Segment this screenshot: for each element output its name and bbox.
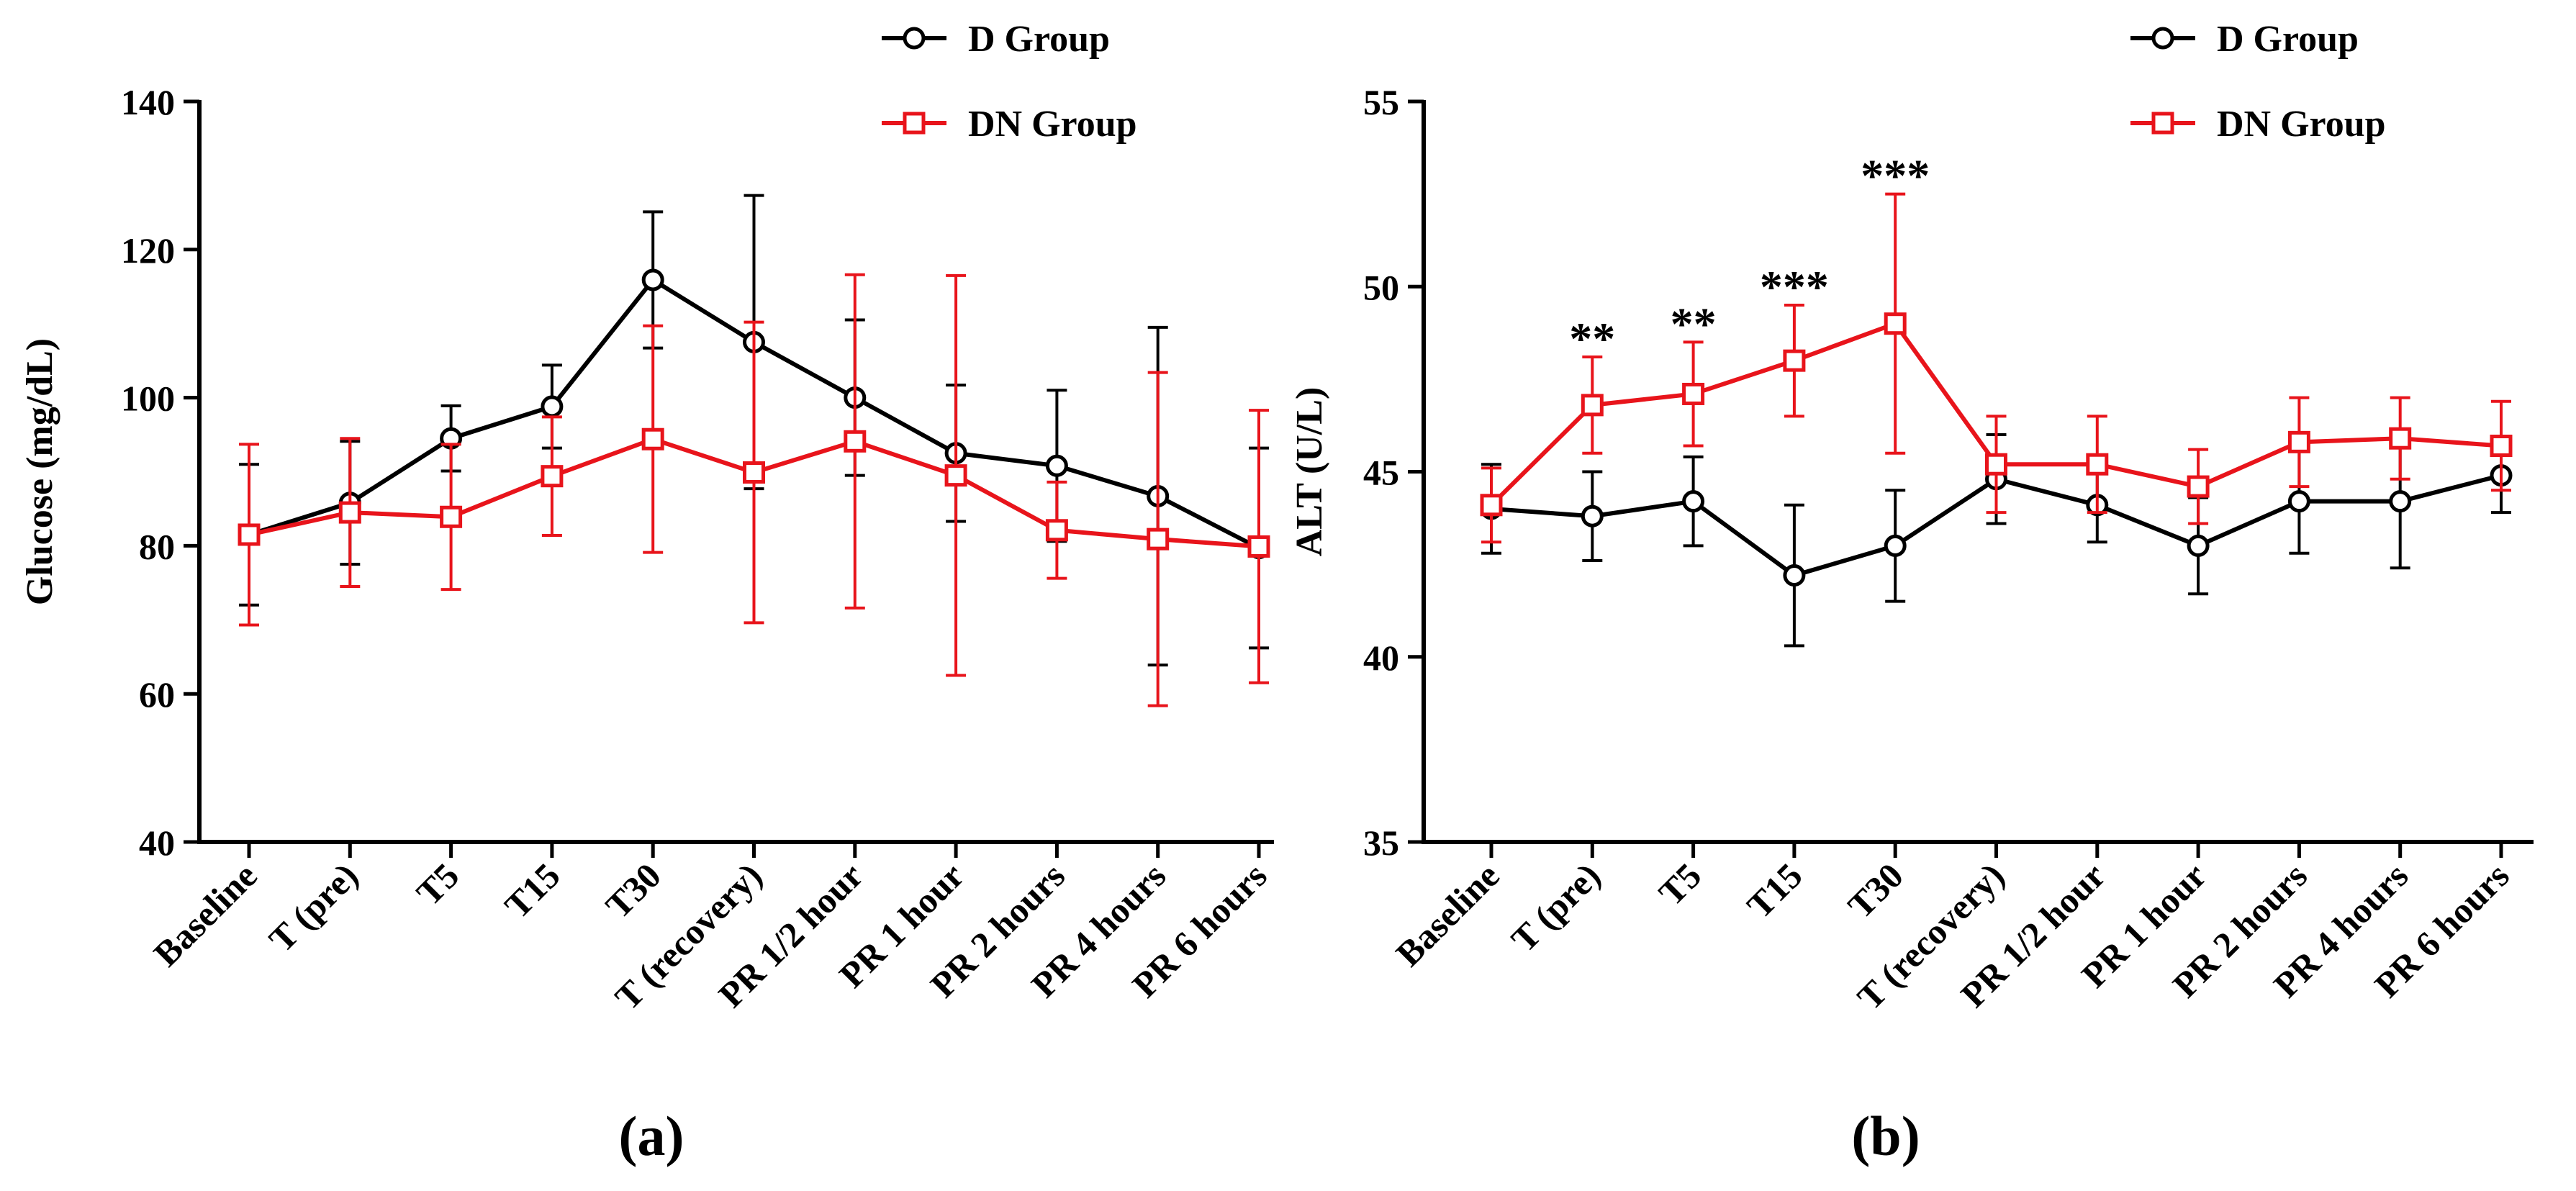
panel-a-x-tick-label: Baseline	[145, 855, 264, 974]
panel-b-x-tick-label: T5	[1651, 855, 1709, 913]
panel-b-y-tick-label: 45	[1363, 453, 1399, 493]
panel-b-x-tick-label: T15	[1739, 855, 1810, 926]
panel-b-y-tick-label: 40	[1363, 638, 1399, 678]
panel-a-y-axis-label: Glucose (mg/dL)	[19, 338, 60, 605]
legend-entry-d-group: D Group	[882, 19, 1110, 60]
legend-entry-d-group: D Group	[2130, 19, 2359, 60]
data-point	[2389, 490, 2412, 513]
data-point	[1247, 535, 1270, 558]
legend-label: DN Group	[2217, 104, 2386, 145]
panel-a-series-dn-group	[238, 273, 1270, 707]
data-point	[1783, 349, 1806, 372]
panel-b-y-tick-label: 35	[1363, 823, 1399, 863]
panel-b-series-dn-group	[1480, 192, 2513, 544]
panel-b-legend: D Group DN Group	[2130, 19, 2386, 145]
panel-a-legend: D Group DN Group	[882, 19, 1137, 145]
panel-a-y-tick-label: 40	[139, 823, 175, 863]
panel-b-panel-label: (b)	[1851, 1105, 1920, 1167]
panel-a-y-tick-label: 100	[121, 379, 175, 419]
data-point	[1682, 490, 1705, 513]
data-point	[641, 268, 664, 291]
legend-marker	[2151, 27, 2174, 50]
data-point	[1884, 534, 1907, 557]
data-point	[1581, 394, 1604, 417]
data-point	[844, 430, 867, 453]
panel-a-x-tick-label: T5	[409, 855, 467, 913]
data-point	[641, 427, 664, 450]
panel-b-y-tick-label: 50	[1363, 267, 1399, 307]
panel-b-significance-annotation: **	[1671, 298, 1717, 349]
legend-entry-dn-group: DN Group	[882, 104, 1137, 145]
data-point	[944, 464, 967, 487]
panel-b-x-tick-label: T (pre)	[1504, 855, 1608, 959]
panel-b-significance-annotation: ***	[1861, 150, 1930, 201]
panel-a-x-tick-label: T30	[597, 855, 669, 926]
data-point	[1045, 519, 1068, 542]
data-point	[238, 523, 261, 546]
panel-a-x-tick-label: T (pre)	[261, 855, 366, 959]
panel-a-y-tick-label: 120	[121, 230, 175, 271]
panel-b-significance-annotation: ***	[1760, 261, 1829, 312]
data-point	[743, 461, 765, 484]
data-point	[1581, 504, 1604, 527]
panel-b-x-tick-label: Baseline	[1388, 855, 1506, 974]
panel-a-y-tick-label: 140	[121, 82, 175, 122]
panel-b-y-axis-label: ALT (U/L)	[1289, 387, 1330, 557]
legend-label: DN Group	[968, 104, 1137, 145]
panel-b-y-tick-label: 55	[1363, 82, 1399, 122]
data-point	[2187, 534, 2210, 557]
data-point	[2086, 453, 2109, 476]
data-point	[541, 465, 564, 488]
data-point	[1985, 453, 2007, 476]
data-point	[541, 395, 564, 418]
panel-a-x-tick-label: T15	[497, 855, 568, 926]
data-point	[2187, 475, 2210, 498]
panel-a-y-tick-label: 60	[139, 674, 175, 715]
legend-marker	[2151, 112, 2174, 135]
data-point	[1884, 312, 1907, 335]
panel-b-significance-annotation: **	[1569, 313, 1615, 364]
panel-a-y-tick-label: 80	[139, 526, 175, 566]
legend-marker	[903, 112, 926, 135]
panel-a-panel-label: (a)	[619, 1105, 684, 1167]
data-point	[1045, 454, 1068, 477]
data-point	[1783, 564, 1806, 587]
data-point	[1147, 527, 1170, 551]
legend-marker	[903, 27, 926, 50]
data-point	[2389, 427, 2412, 450]
data-point	[2490, 434, 2513, 457]
data-point	[440, 505, 463, 528]
data-point	[1480, 494, 1503, 517]
legend-entry-dn-group: DN Group	[2130, 104, 2386, 145]
legend-label: D Group	[2217, 19, 2359, 60]
data-point	[1682, 382, 1705, 405]
data-point	[2287, 490, 2310, 513]
data-point	[338, 501, 361, 524]
legend-label: D Group	[968, 19, 1110, 60]
panel-b-x-tick-label: T30	[1840, 855, 1911, 926]
data-point	[2287, 430, 2310, 453]
